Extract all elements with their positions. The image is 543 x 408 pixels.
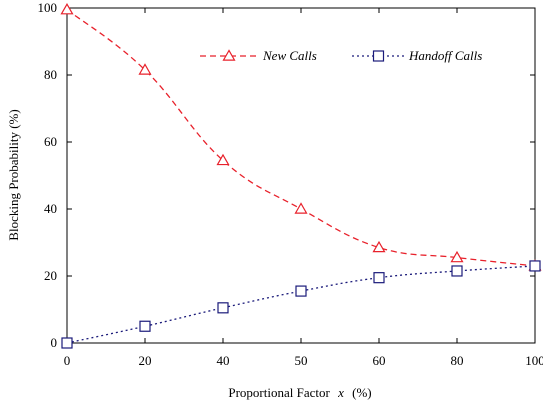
x-tick-label: 80 (451, 353, 464, 368)
x-tick-label: 50 (295, 353, 308, 368)
legend-item: New Calls (200, 48, 317, 63)
x-tick-label: 100 (525, 353, 543, 368)
y-tick-label: 100 (38, 0, 58, 15)
y-tick-label: 40 (44, 201, 57, 216)
legend-marker (374, 51, 384, 61)
data-point (62, 4, 73, 14)
data-point (140, 321, 150, 331)
data-point (62, 338, 72, 348)
x-tick-label: 0 (64, 353, 71, 368)
data-point (530, 261, 540, 271)
x-tick-label: 40 (217, 353, 230, 368)
data-point (296, 204, 307, 214)
series-handoff-calls (62, 261, 540, 348)
data-point (374, 273, 384, 283)
data-point (218, 303, 228, 313)
legend-label: Handoff Calls (408, 48, 482, 63)
legend: New Calls Handoff Calls (200, 48, 482, 63)
x-tick-label: 20 (139, 353, 152, 368)
legend-item: Handoff Calls (352, 48, 482, 63)
x-tick-label: 60 (373, 353, 386, 368)
y-tick-label: 80 (44, 67, 57, 82)
series-new-calls (62, 4, 541, 270)
y-tick-label: 20 (44, 268, 57, 283)
y-tick-label: 0 (51, 335, 58, 350)
legend-marker (224, 51, 235, 61)
x-axis-label-prefix: Proportional Factor (228, 385, 330, 400)
legend-label: New Calls (262, 48, 317, 63)
data-point (296, 286, 306, 296)
y-tick-label: 60 (44, 134, 57, 149)
data-point (452, 266, 462, 276)
x-axis-label-unit: (%) (352, 385, 372, 400)
series-line (67, 266, 535, 343)
x-axis-label: Proportional Factor x (%) (228, 385, 371, 400)
y-axis-label: Blocking Probability (%) (6, 109, 21, 240)
x-axis-label-variable: x (337, 385, 344, 400)
